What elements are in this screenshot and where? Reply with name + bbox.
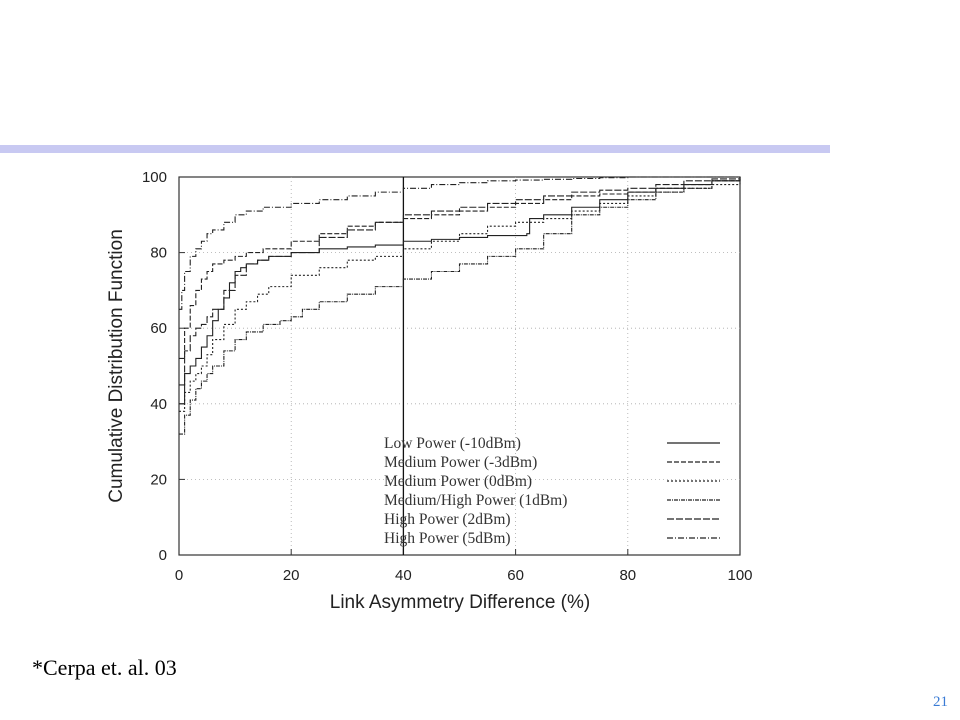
series-line-2: [179, 177, 741, 359]
y-tick-label: 80: [150, 245, 167, 262]
series-line-6: [179, 176, 740, 310]
x-tick-label: 40: [395, 567, 412, 584]
x-tick-label: 60: [507, 567, 524, 584]
title-accent-bar: [0, 145, 830, 153]
legend-label-3: Medium Power (0dBm): [384, 473, 532, 490]
legend-label-2: Medium Power (-3dBm): [384, 454, 537, 471]
y-tick-label: 100: [142, 169, 167, 186]
plot-frame: [178, 176, 741, 556]
x-tick-label: 100: [727, 567, 752, 584]
series-lines: [179, 176, 741, 435]
x-tick-label: 20: [283, 567, 300, 584]
series-line-4: [179, 177, 741, 435]
plot-border: [178, 176, 741, 556]
legend: Low Power (-10dBm) Medium Power (-3dBm) Me…: [384, 435, 720, 547]
legend-label-6: High Power (5dBm): [384, 530, 511, 547]
series-line-3: [179, 177, 741, 412]
citation-text: *Cerpa et. al. 03: [32, 655, 177, 680]
x-axis-label: Link Asymmetry Difference (%): [330, 592, 590, 613]
y-tick-label: 60: [150, 320, 167, 337]
x-tick-label: 80: [619, 567, 636, 584]
page-number: 21: [933, 694, 948, 710]
y-tick-label: 40: [150, 396, 167, 413]
legend-label-5: High Power (2dBm): [384, 511, 511, 528]
legend-label-1: Low Power (-10dBm): [384, 435, 521, 452]
y-tick-label: 20: [150, 471, 167, 488]
tick-labels: 0 20 40 60 80 100 0 20 40 60 80 100: [142, 169, 753, 584]
series-line-5: [179, 177, 741, 386]
x-tick-label: 0: [175, 567, 183, 584]
legend-label-4: Medium/High Power (1dBm): [384, 492, 567, 509]
y-axis-label: Cumulative Distribution Function: [106, 229, 127, 503]
y-tick-label: 0: [159, 547, 167, 564]
